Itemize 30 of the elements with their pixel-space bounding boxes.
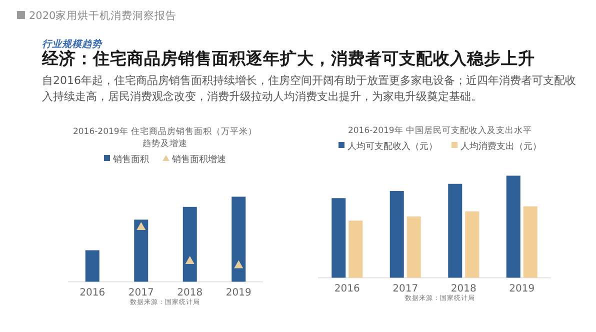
x-tick-label: 2019 [509, 284, 535, 295]
legend-label: 销售面积增速 [171, 154, 226, 165]
bar [390, 191, 404, 278]
bar [348, 220, 363, 278]
text: 自2016年起，住宅商品房销售面积持续增长，住房空间开阔有助于放置更多家电设备；近四年消费者可支配收入持续走高，居民消费观念改变，消费升级拉动人均消费支出提升，为家电升级奠定基础。 [42, 74, 576, 103]
bar [232, 196, 246, 282]
x-tick-label: 2017 [392, 284, 418, 295]
x-tick-label: 2017 [128, 288, 154, 299]
chart-title: 2016-2019年 中国居民可支配收入及支出水平 [348, 125, 532, 136]
bar [448, 184, 462, 278]
x-tick-label: 2018 [177, 288, 203, 299]
legend-label: 销售面积 [112, 154, 149, 165]
bar [506, 176, 520, 278]
bar [134, 220, 148, 282]
bar [465, 211, 480, 278]
x-tick-label: 2018 [450, 284, 476, 295]
legend-label: 人均可支配收入（元） [348, 141, 438, 152]
bar [332, 198, 346, 278]
text: 经济：住宅商品房销售面积逐年扩大，消费者可支配收入稳步上升 [41, 49, 535, 68]
x-tick-label: 2016 [80, 288, 106, 299]
bar [182, 206, 197, 282]
text: 2020家用烘干机消费洞察报告 [29, 9, 177, 22]
bar [406, 216, 421, 278]
bar [85, 250, 100, 282]
x-tick-label: 2019 [226, 288, 252, 299]
x-tick-label: 2016 [334, 284, 360, 295]
bar [523, 206, 538, 278]
chart-title: 2016-2019年 住宅商品房销售面积（万平米）趋势及增速 [72, 126, 258, 149]
text: 行业规模趋势 [42, 38, 103, 50]
legend-label: 人均消费支出（元） [460, 141, 542, 152]
